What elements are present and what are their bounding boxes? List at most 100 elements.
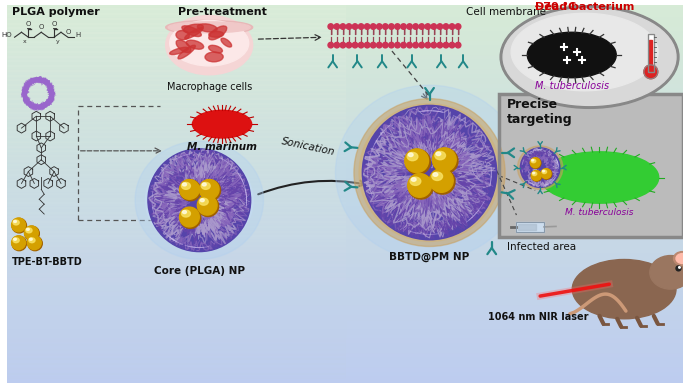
Text: O: O	[65, 29, 71, 35]
Bar	[7, 264, 684, 270]
Ellipse shape	[408, 174, 433, 199]
Circle shape	[431, 43, 436, 48]
Bar	[7, 103, 684, 109]
Ellipse shape	[209, 26, 227, 40]
Bar	[7, 354, 684, 359]
Circle shape	[425, 43, 431, 48]
Bar	[7, 136, 684, 142]
Circle shape	[371, 24, 376, 29]
Ellipse shape	[179, 180, 199, 199]
Bar	[7, 311, 684, 317]
Bar	[7, 306, 345, 312]
Ellipse shape	[540, 152, 659, 203]
Ellipse shape	[429, 169, 453, 192]
Circle shape	[352, 24, 358, 29]
Circle shape	[358, 43, 364, 48]
Ellipse shape	[166, 20, 253, 34]
Bar	[7, 89, 684, 95]
Bar	[7, 193, 345, 198]
Ellipse shape	[27, 228, 29, 231]
Ellipse shape	[359, 104, 500, 241]
Circle shape	[395, 24, 400, 29]
Ellipse shape	[532, 170, 541, 180]
Circle shape	[437, 43, 443, 48]
Bar	[7, 27, 345, 33]
Bar	[7, 226, 345, 232]
Circle shape	[334, 24, 340, 29]
Ellipse shape	[170, 47, 188, 54]
Bar	[7, 146, 684, 151]
Text: x: x	[23, 39, 26, 44]
Bar	[7, 212, 345, 218]
Ellipse shape	[208, 45, 223, 53]
Bar	[7, 368, 684, 373]
Bar	[7, 349, 684, 355]
Bar	[7, 61, 345, 66]
Circle shape	[413, 43, 419, 48]
Ellipse shape	[169, 22, 250, 33]
Bar	[7, 207, 345, 213]
Circle shape	[413, 24, 419, 29]
Bar	[7, 32, 345, 38]
Bar	[7, 41, 684, 47]
Bar	[7, 268, 345, 274]
Ellipse shape	[405, 149, 429, 173]
Text: PLGA polymer: PLGA polymer	[12, 7, 99, 16]
Bar	[7, 160, 345, 165]
Circle shape	[679, 267, 680, 268]
Bar	[7, 193, 684, 198]
Bar	[7, 108, 345, 113]
Circle shape	[449, 43, 455, 48]
Ellipse shape	[26, 228, 32, 233]
Text: Cell membrane: Cell membrane	[466, 7, 546, 16]
Ellipse shape	[209, 31, 223, 37]
Bar	[7, 141, 345, 147]
Bar	[7, 349, 345, 355]
Circle shape	[431, 24, 436, 29]
Bar	[7, 174, 345, 180]
Bar	[7, 216, 684, 222]
Bar	[7, 112, 345, 118]
Ellipse shape	[182, 183, 186, 186]
Bar	[7, 56, 684, 61]
Bar	[7, 287, 345, 293]
Bar	[516, 222, 544, 232]
Ellipse shape	[25, 226, 38, 240]
Ellipse shape	[28, 236, 42, 250]
Ellipse shape	[430, 169, 455, 194]
Ellipse shape	[199, 198, 208, 205]
Bar	[7, 178, 345, 184]
Bar	[7, 65, 684, 71]
Bar	[7, 330, 684, 336]
Ellipse shape	[532, 171, 542, 181]
Bar	[7, 169, 684, 175]
Ellipse shape	[436, 152, 440, 155]
Ellipse shape	[176, 40, 191, 52]
Bar	[7, 264, 345, 270]
Bar	[7, 8, 345, 14]
Text: O: O	[26, 21, 31, 27]
Bar	[7, 301, 684, 307]
Bar	[7, 259, 684, 265]
Circle shape	[364, 43, 370, 48]
Bar	[7, 226, 684, 232]
Bar	[7, 84, 684, 90]
Circle shape	[358, 24, 364, 29]
Ellipse shape	[435, 151, 445, 160]
Text: HO: HO	[1, 32, 12, 38]
Ellipse shape	[407, 152, 418, 161]
Bar	[7, 27, 684, 33]
Bar	[7, 79, 345, 85]
Bar	[7, 321, 684, 326]
Bar	[7, 354, 345, 359]
Bar	[7, 188, 684, 194]
Bar	[7, 41, 345, 47]
Text: Precise
targeting: Precise targeting	[507, 98, 572, 126]
Bar	[7, 131, 345, 137]
Circle shape	[346, 43, 351, 48]
Bar	[7, 75, 684, 80]
Ellipse shape	[532, 159, 536, 163]
Bar	[7, 254, 684, 260]
Circle shape	[419, 24, 425, 29]
Bar	[7, 122, 684, 128]
